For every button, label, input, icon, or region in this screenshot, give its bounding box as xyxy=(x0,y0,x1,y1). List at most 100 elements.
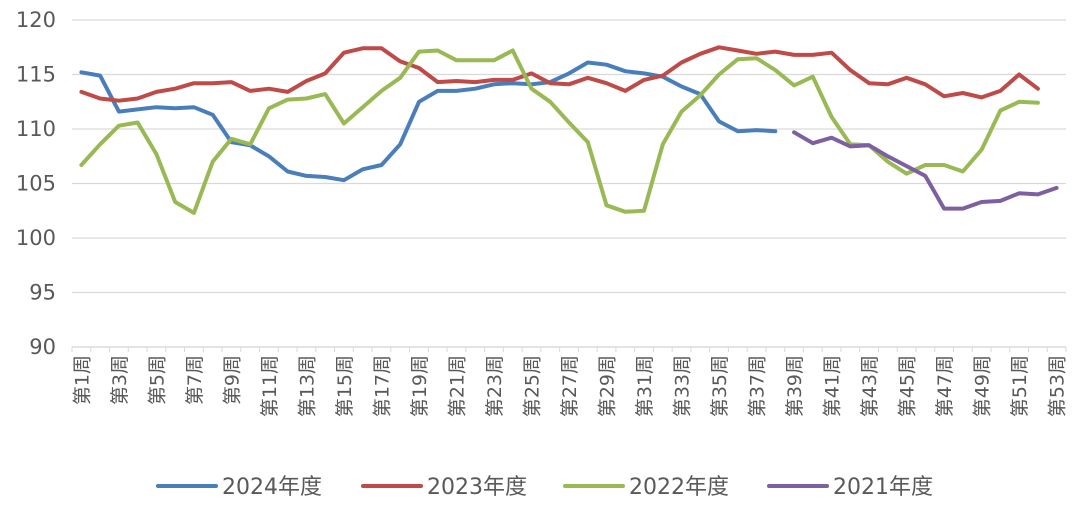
data-point xyxy=(848,68,852,72)
data-point xyxy=(680,84,684,88)
data-point xyxy=(361,46,365,50)
data-point xyxy=(680,110,684,114)
y-tick-label: 110 xyxy=(16,117,56,141)
series-line-2024年度 xyxy=(79,60,778,183)
x-tick-label: 第17周 xyxy=(371,355,393,417)
data-point xyxy=(529,87,533,91)
data-point xyxy=(117,99,121,103)
data-point xyxy=(698,52,702,56)
data-point xyxy=(961,207,965,211)
data-point xyxy=(473,80,477,84)
data-point xyxy=(511,49,515,53)
data-point xyxy=(642,78,646,82)
x-tick-label: 第11周 xyxy=(259,355,281,417)
series-line-2023年度 xyxy=(79,45,1040,103)
data-point xyxy=(492,82,496,86)
data-point xyxy=(492,78,496,82)
data-point xyxy=(867,81,871,85)
data-point xyxy=(192,105,196,109)
data-point xyxy=(454,89,458,93)
data-point xyxy=(736,129,740,133)
data-point xyxy=(961,170,965,174)
data-point xyxy=(923,82,927,86)
data-point xyxy=(379,46,383,50)
data-point xyxy=(192,81,196,85)
data-point xyxy=(886,154,890,158)
data-point xyxy=(586,76,590,80)
data-point xyxy=(248,142,252,146)
x-tick-label: 第47周 xyxy=(934,355,956,417)
data-point xyxy=(342,51,346,55)
x-tick-label: 第45周 xyxy=(897,355,919,417)
data-point xyxy=(1017,191,1021,195)
data-point xyxy=(548,100,552,104)
legend-item[interactable]: 2024年度 xyxy=(156,475,322,500)
x-tick-label: 第33周 xyxy=(672,355,694,417)
data-point xyxy=(980,200,984,204)
data-point xyxy=(567,82,571,86)
data-point xyxy=(79,70,83,74)
data-point xyxy=(830,115,834,119)
data-point xyxy=(1017,100,1021,104)
data-point xyxy=(998,108,1002,112)
legend-label: 2021年度 xyxy=(833,475,933,500)
data-point xyxy=(398,142,402,146)
data-point xyxy=(492,58,496,62)
legend-label: 2023年度 xyxy=(427,475,527,500)
x-tick-label: 第3周 xyxy=(109,355,131,405)
x-tick-label: 第29周 xyxy=(597,355,619,417)
x-tick-label: 第7周 xyxy=(184,355,206,405)
data-point xyxy=(811,53,815,57)
legend-label: 2022年度 xyxy=(629,475,729,500)
data-point xyxy=(154,105,158,109)
data-point xyxy=(905,172,909,176)
data-point xyxy=(436,80,440,84)
data-point xyxy=(567,71,571,75)
data-point xyxy=(173,200,177,204)
data-point xyxy=(773,50,777,54)
data-point xyxy=(117,110,121,114)
data-point xyxy=(961,91,965,95)
x-tick-label: 第9周 xyxy=(221,355,243,405)
data-point xyxy=(942,207,946,211)
x-tick-label: 第39周 xyxy=(784,355,806,417)
series-line-2021年度 xyxy=(792,130,1059,211)
data-point xyxy=(267,87,271,91)
data-point xyxy=(436,49,440,53)
data-point xyxy=(905,164,909,168)
data-point xyxy=(811,75,815,79)
data-point xyxy=(304,96,308,100)
x-tick-label: 第1周 xyxy=(71,355,93,405)
data-point xyxy=(136,107,140,111)
data-point xyxy=(323,175,327,179)
data-point xyxy=(623,89,627,93)
data-point xyxy=(717,73,721,77)
data-point xyxy=(417,66,421,70)
x-tick-label: 第13周 xyxy=(296,355,318,417)
legend-item[interactable]: 2023年度 xyxy=(361,475,527,500)
legend-item[interactable]: 2021年度 xyxy=(767,475,933,500)
data-point xyxy=(211,160,215,164)
legend-item[interactable]: 2022年度 xyxy=(563,475,729,500)
x-tick-label: 第23周 xyxy=(484,355,506,417)
x-tick-label: 第25周 xyxy=(521,355,543,417)
data-point xyxy=(548,81,552,85)
data-point xyxy=(792,53,796,57)
data-point xyxy=(154,152,158,156)
data-point xyxy=(154,90,158,94)
data-point xyxy=(980,148,984,152)
data-point xyxy=(323,71,327,75)
data-point xyxy=(267,106,271,110)
data-point xyxy=(529,71,533,75)
data-point xyxy=(980,95,984,99)
data-point xyxy=(998,89,1002,93)
data-point xyxy=(736,57,740,61)
legend[interactable]: 2024年度 2023年度 2022年度 2021年度 xyxy=(156,475,933,500)
x-tick-label: 第43周 xyxy=(859,355,881,417)
data-point xyxy=(229,137,233,141)
data-point xyxy=(1055,186,1059,190)
series-line-2022年度 xyxy=(79,48,1040,215)
data-point xyxy=(867,143,871,147)
data-point xyxy=(680,61,684,65)
